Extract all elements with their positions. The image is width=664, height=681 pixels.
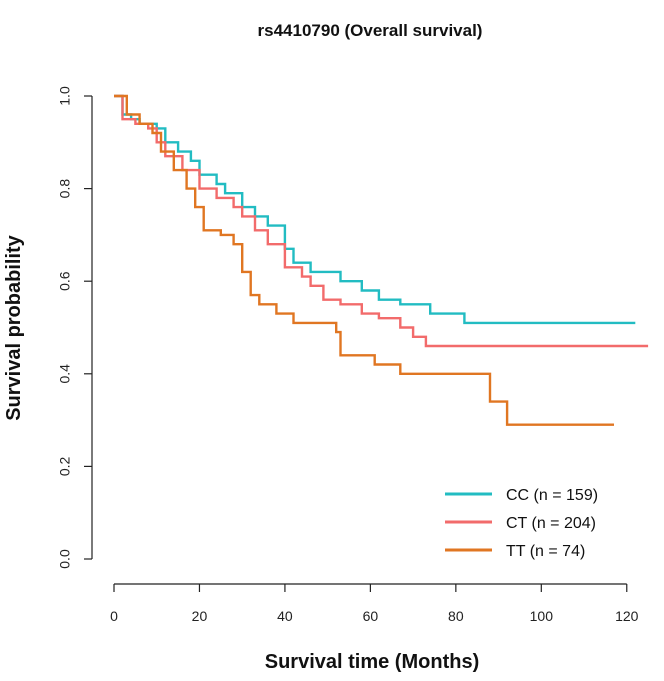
series-line: [114, 94, 636, 325]
x-tick-label: 20: [192, 608, 208, 624]
y-axis: 0.0 0.2 0.4 0.6 0.8 1.0: [57, 86, 93, 569]
y-tick-label: 1.0: [57, 86, 73, 106]
legend: CC (n = 159) CT (n = 204) TT (n = 74): [445, 487, 598, 560]
y-axis-label: Survival probability: [3, 234, 25, 420]
y-tick-label: 0.0: [57, 549, 73, 569]
x-axis: 0 20 40 60 80 100 120: [110, 583, 639, 624]
x-tick-label: 100: [530, 608, 554, 624]
y-tick-label: 0.6: [57, 271, 73, 291]
x-tick-label: 60: [363, 608, 379, 624]
y-tick-label: 0.8: [57, 179, 73, 199]
series-line: [114, 94, 614, 426]
series-layer: [114, 94, 649, 426]
x-tick-label: 80: [448, 608, 464, 624]
series-line: [114, 94, 649, 348]
x-tick-label: 120: [615, 608, 639, 624]
y-tick-label: 0.2: [57, 456, 73, 476]
y-tick-label: 0.4: [57, 364, 73, 384]
legend-label: TT (n = 74): [506, 543, 585, 560]
x-tick-label: 0: [110, 608, 118, 624]
legend-label: CC (n = 159): [506, 487, 598, 504]
x-tick-label: 40: [277, 608, 293, 624]
x-axis-label: Survival time (Months): [265, 651, 479, 673]
chart-title: rs4410790 (Overall survival): [258, 21, 483, 40]
legend-label: CT (n = 204): [506, 515, 596, 532]
